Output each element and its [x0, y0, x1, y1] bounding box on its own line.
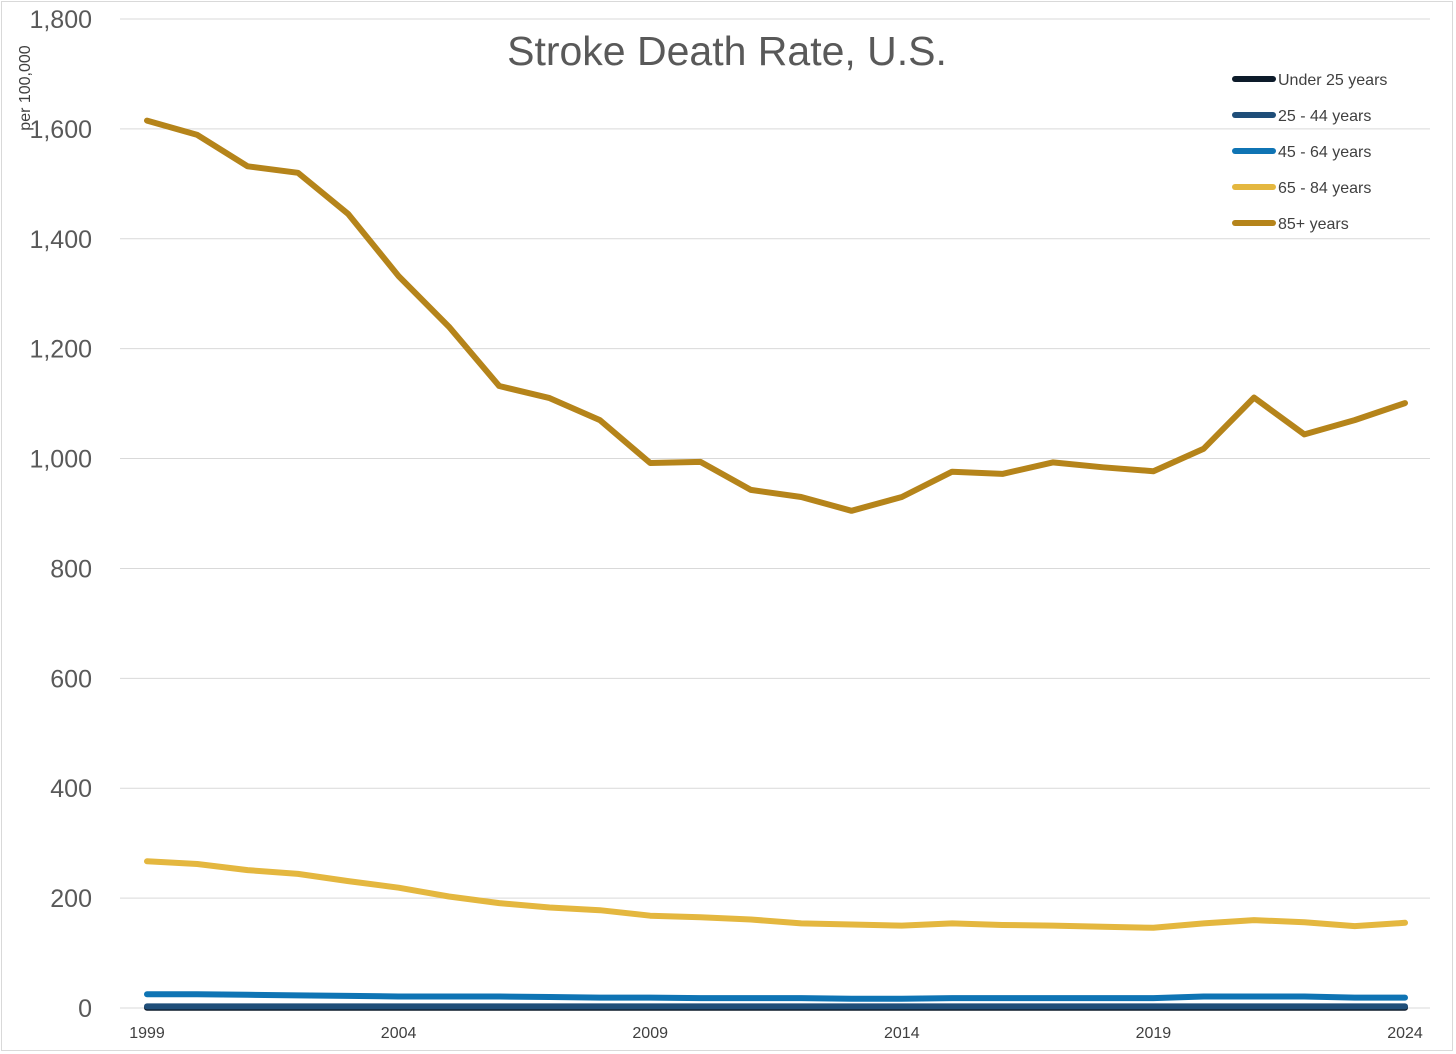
- legend-label: 65 - 84 years: [1278, 180, 1371, 197]
- y-tick-label: 1,800: [29, 6, 92, 34]
- legend-label: 45 - 64 years: [1278, 144, 1371, 161]
- y-axis-tick-labels: 0 200 400 600 800 1,000 1,200 1,400 1,600 1,800: [29, 6, 92, 1023]
- legend-label: 25 - 44 years: [1278, 108, 1371, 125]
- y-tick-label: 400: [50, 775, 92, 803]
- legend-entry: 25 - 44 years: [1232, 108, 1371, 125]
- y-tick-label: 1,000: [29, 446, 92, 474]
- gridlines: [120, 18, 1430, 1009]
- chart-title: Stroke Death Rate, U.S.: [507, 28, 947, 74]
- y-tick-label: 0: [78, 995, 92, 1023]
- x-tick-label: 2004: [381, 1025, 417, 1042]
- series-line-3: [144, 991, 1408, 1002]
- legend-label: 85+ years: [1278, 216, 1349, 233]
- x-tick-label: 2024: [1387, 1025, 1423, 1042]
- y-tick-label: 1,400: [29, 226, 92, 254]
- legend-entry: 85+ years: [1232, 216, 1349, 233]
- x-tick-label: 2009: [632, 1025, 668, 1042]
- x-tick-label: 2019: [1136, 1025, 1172, 1042]
- y-axis-label: per 100,000: [17, 45, 34, 131]
- series-line-4: [144, 858, 1408, 931]
- y-tick-label: 1,200: [29, 336, 92, 364]
- series-lines: [144, 117, 1408, 1011]
- x-tick-label: 2014: [884, 1025, 920, 1042]
- legend: Under 25 years 25 - 44 years 45 - 64 years…: [1232, 72, 1387, 233]
- series-line-5: [144, 117, 1408, 514]
- legend-label: Under 25 years: [1278, 72, 1387, 89]
- x-tick-label: 1999: [129, 1025, 165, 1042]
- legend-entry: 45 - 64 years: [1232, 144, 1371, 161]
- y-tick-label: 600: [50, 665, 92, 693]
- legend-entry: Under 25 years: [1232, 72, 1387, 89]
- y-tick-label: 200: [50, 885, 92, 913]
- y-tick-label: 1,600: [29, 116, 92, 144]
- y-tick-label: 800: [50, 555, 92, 583]
- x-axis-tick-labels: 1999 2004 2009 2014 2019 2024: [129, 1025, 1423, 1042]
- legend-entry: 65 - 84 years: [1232, 180, 1371, 197]
